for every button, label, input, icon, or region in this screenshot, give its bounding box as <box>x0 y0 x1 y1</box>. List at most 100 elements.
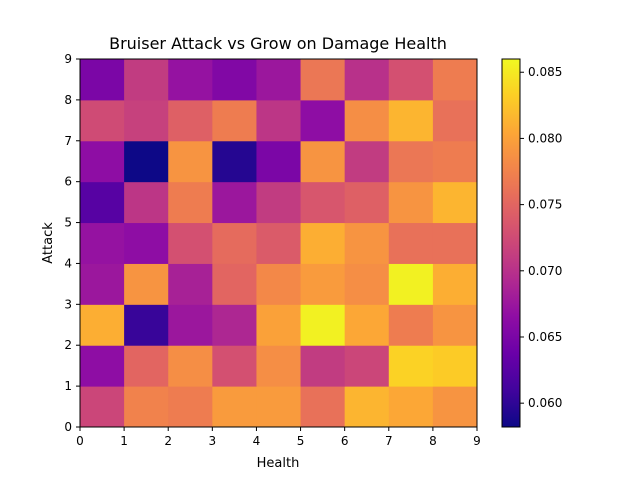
heatmap-cell <box>124 304 169 346</box>
heatmap-cell <box>212 304 257 346</box>
heatmap-cell <box>300 140 346 183</box>
heatmap-cell <box>344 59 390 101</box>
heatmap-cell <box>212 263 257 305</box>
heatmap-cell <box>168 222 213 264</box>
heatmap-cell <box>80 181 125 224</box>
heatmap-cell <box>300 386 346 428</box>
heatmap-cell <box>388 222 434 264</box>
heatmap-cell <box>300 345 346 387</box>
colorbar-ticks: 0.060 0.065 0.070 0.075 0.080 0.085 <box>520 65 562 410</box>
heatmap-cell <box>432 386 478 428</box>
heatmap-cell <box>256 386 302 428</box>
heatmap-cell <box>256 181 302 224</box>
x-tick-label: 1 <box>120 434 128 448</box>
heatmap-cell <box>388 345 434 387</box>
heatmap-cell <box>432 304 478 346</box>
colorbar-tick-label: 0.075 <box>528 198 562 212</box>
heatmap-cell <box>212 59 257 101</box>
heatmap-cell <box>432 59 478 101</box>
heatmap-cell <box>124 345 169 387</box>
heatmap-cell <box>212 181 257 224</box>
heatmap-cell <box>256 345 302 387</box>
heatmap-cell <box>168 59 213 101</box>
heatmap-cell <box>432 99 478 142</box>
heatmap-cell <box>212 99 257 142</box>
colorbar-tick-label: 0.060 <box>528 396 562 410</box>
heatmap-cell <box>80 304 125 346</box>
heatmap-cell <box>388 386 434 428</box>
heatmap-cell <box>388 59 434 101</box>
colorbar-tick-label: 0.065 <box>528 330 562 344</box>
heatmap-cell <box>388 99 434 142</box>
heatmap-cell <box>388 263 434 305</box>
heatmap-cell <box>300 99 346 142</box>
heatmap-cell <box>124 181 169 224</box>
heatmap-cell <box>300 181 346 224</box>
heatmap-cell <box>168 181 213 224</box>
chart-title: Bruiser Attack vs Grow on Damage Health <box>109 34 447 53</box>
y-tick-label: 0 <box>64 420 72 434</box>
heatmap-cell <box>432 140 478 183</box>
x-tick-label: 9 <box>473 434 481 448</box>
x-tick-label: 5 <box>297 434 305 448</box>
heatmap-cell <box>168 99 213 142</box>
y-axis-label: Attack <box>41 222 56 264</box>
heatmap-cell <box>168 345 213 387</box>
heatmap-cell <box>432 222 478 264</box>
heatmap-cell <box>432 263 478 305</box>
heatmap-cell <box>212 345 257 387</box>
x-tick-label: 4 <box>253 434 261 448</box>
heatmap-cell <box>80 59 125 101</box>
heatmap-cell <box>168 304 213 346</box>
heatmap-cell <box>432 345 478 387</box>
heatmap-cell <box>80 222 125 264</box>
y-tick-label: 7 <box>64 134 72 148</box>
heatmap-cell <box>124 386 169 428</box>
x-axis-label: Health <box>257 456 300 471</box>
y-tick-label: 2 <box>64 338 72 352</box>
heatmap-cell <box>300 304 346 346</box>
x-tick-label: 2 <box>164 434 172 448</box>
heatmap-cell <box>168 140 213 183</box>
x-axis-ticks: 0 1 2 3 4 5 6 7 8 9 <box>76 427 481 448</box>
heatmap-cell <box>432 181 478 224</box>
heatmap-cell <box>344 99 390 142</box>
heatmap-cell <box>344 181 390 224</box>
heatmap-cell <box>300 263 346 305</box>
heatmap-cell <box>256 99 302 142</box>
heatmap-cell <box>256 222 302 264</box>
heatmap-cell <box>344 304 390 346</box>
heatmap-cell <box>256 59 302 101</box>
x-tick-label: 8 <box>429 434 437 448</box>
y-axis-ticks: 0 1 2 3 4 5 6 7 8 9 <box>64 52 80 434</box>
heatmap-cell <box>300 59 346 101</box>
heatmap-cell <box>168 263 213 305</box>
plot-frame <box>79 58 478 428</box>
y-tick-label: 8 <box>64 93 72 107</box>
heatmap-cell <box>124 263 169 305</box>
heatmap-cell <box>124 59 169 101</box>
heatmap-cell <box>80 386 125 428</box>
heatmap-cell <box>168 386 213 428</box>
heatmap-cell <box>388 140 434 183</box>
y-tick-label: 4 <box>64 256 72 270</box>
heatmap-cell <box>344 222 390 264</box>
heatmap-cell <box>256 304 302 346</box>
heatmap-cell <box>388 304 434 346</box>
heatmap-cell <box>212 386 257 428</box>
heatmap-cell <box>256 140 302 183</box>
heatmap-cell <box>300 222 346 264</box>
heatmap-cells <box>80 59 478 428</box>
heatmap-cell <box>80 99 125 142</box>
colorbar <box>501 58 521 428</box>
heatmap-cell <box>388 181 434 224</box>
heatmap-cell <box>344 140 390 183</box>
heatmap-cell <box>80 140 125 183</box>
heatmap-cell <box>344 345 390 387</box>
y-tick-label: 6 <box>64 175 72 189</box>
x-tick-label: 6 <box>341 434 349 448</box>
heatmap-cell <box>124 140 169 183</box>
x-tick-label: 0 <box>76 434 84 448</box>
heatmap-cell <box>124 222 169 264</box>
